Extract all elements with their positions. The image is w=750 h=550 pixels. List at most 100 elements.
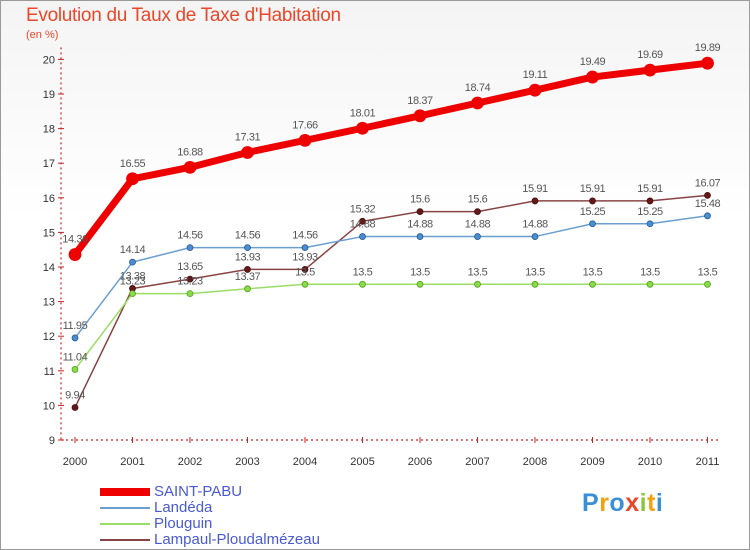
y-tick-label: 16 [43,193,55,205]
series-line [74,215,709,339]
data-point [416,233,424,240]
data-label: 14.56 [235,230,261,242]
data-point [531,280,539,288]
data-point [68,248,82,261]
data-label: 19.69 [637,49,663,61]
data-label: 16.55 [120,158,146,170]
x-tick-label: 2006 [408,456,432,468]
data-point [413,109,427,123]
data-point [129,258,136,266]
data-label: 13.23 [177,276,203,288]
data-point [126,172,139,186]
data-label: 13.65 [177,261,203,273]
chart-title: Evolution du Taux de Taxe d'Habitation [26,5,341,26]
logo-letter: i [639,489,648,517]
x-tick-label: 2001 [120,456,144,468]
legend-label: Lampaul-Ploudalmézeau [154,531,320,548]
data-label: 15.91 [637,183,663,195]
data-point [186,290,194,298]
data-point [359,280,366,288]
series-line [71,59,711,259]
data-label: 14.56 [292,230,318,242]
data-label: 15.25 [637,206,663,218]
data-label: 15.25 [580,206,606,218]
logo-letter: t [647,489,656,517]
legend-label: Landéda [154,499,213,516]
x-tick-label: 2004 [293,456,317,468]
data-label: 13.37 [235,271,261,283]
logo-letter: o [609,489,626,517]
x-tick-label: 2007 [465,456,489,468]
data-point [359,233,366,240]
data-point [474,233,481,240]
series-2 [71,280,711,373]
data-point [474,208,481,216]
y-tick-label: 17 [43,158,55,170]
series-1 [71,212,711,342]
data-label: 13.5 [410,266,430,278]
legend-swatch [100,507,150,509]
data-label: 17.31 [235,131,261,143]
y-tick-label: 15 [43,227,55,239]
data-label: 15.6 [410,194,430,206]
data-point [701,56,714,70]
legend-item: Landéda [100,500,320,516]
data-point [359,217,366,225]
legend-item: SAINT-PABU [100,484,320,500]
data-point [186,275,194,283]
data-point [704,280,711,288]
data-label: 13.5 [583,266,603,278]
logo-letter: i [655,489,664,517]
data-label: 13.38 [120,270,146,282]
data-point [704,191,711,199]
data-label: 13.5 [698,266,718,278]
data-point [646,197,654,205]
data-label: 14.88 [465,219,491,231]
data-label: 14.88 [407,219,433,231]
series-0 [68,56,714,261]
y-tick-label: 14 [43,262,55,274]
x-tick-label: 2003 [235,456,259,468]
data-label: 15.91 [580,183,606,195]
legend-label: SAINT-PABU [154,483,243,500]
y-tick-label: 18 [43,124,55,136]
proxiti-logo: Proxiti [582,489,663,518]
data-point [244,266,251,273]
data-label: 13.93 [292,251,318,263]
x-tick-label: 2010 [638,456,662,468]
x-tick-label: 2011 [696,456,720,468]
data-point [183,160,197,174]
data-point [643,63,657,77]
legend-item: Plouguin [100,516,320,532]
data-label: 14.88 [350,219,376,231]
data-label: 18.37 [407,95,433,107]
data-point [474,280,481,288]
y-tick-label: 9 [49,435,55,447]
data-label: 15.48 [695,198,721,210]
x-tick-label: 2005 [350,456,374,468]
data-point [244,244,251,252]
x-tick-label: 2008 [523,456,547,468]
data-point [416,280,424,288]
legend-item: Lampaul-Ploudalmézeau [100,532,320,548]
data-point [589,280,596,288]
data-point [301,266,309,273]
data-label: 15.6 [468,194,488,206]
data-point [71,334,79,342]
data-point [586,70,599,84]
series-3 [71,191,711,411]
data-label: 13.5 [353,266,373,278]
y-tick-label: 19 [43,89,55,101]
data-label: 13.5 [295,266,315,278]
data-point [646,220,654,228]
data-point [531,233,539,240]
unit-label: (en %) [26,29,59,41]
logo-letter: r [599,489,610,517]
data-point [528,83,542,97]
data-label: 13.93 [235,251,261,263]
logo-letter: x [625,489,640,517]
y-tick-label: 11 [44,366,55,378]
data-label: 14.88 [522,219,548,231]
